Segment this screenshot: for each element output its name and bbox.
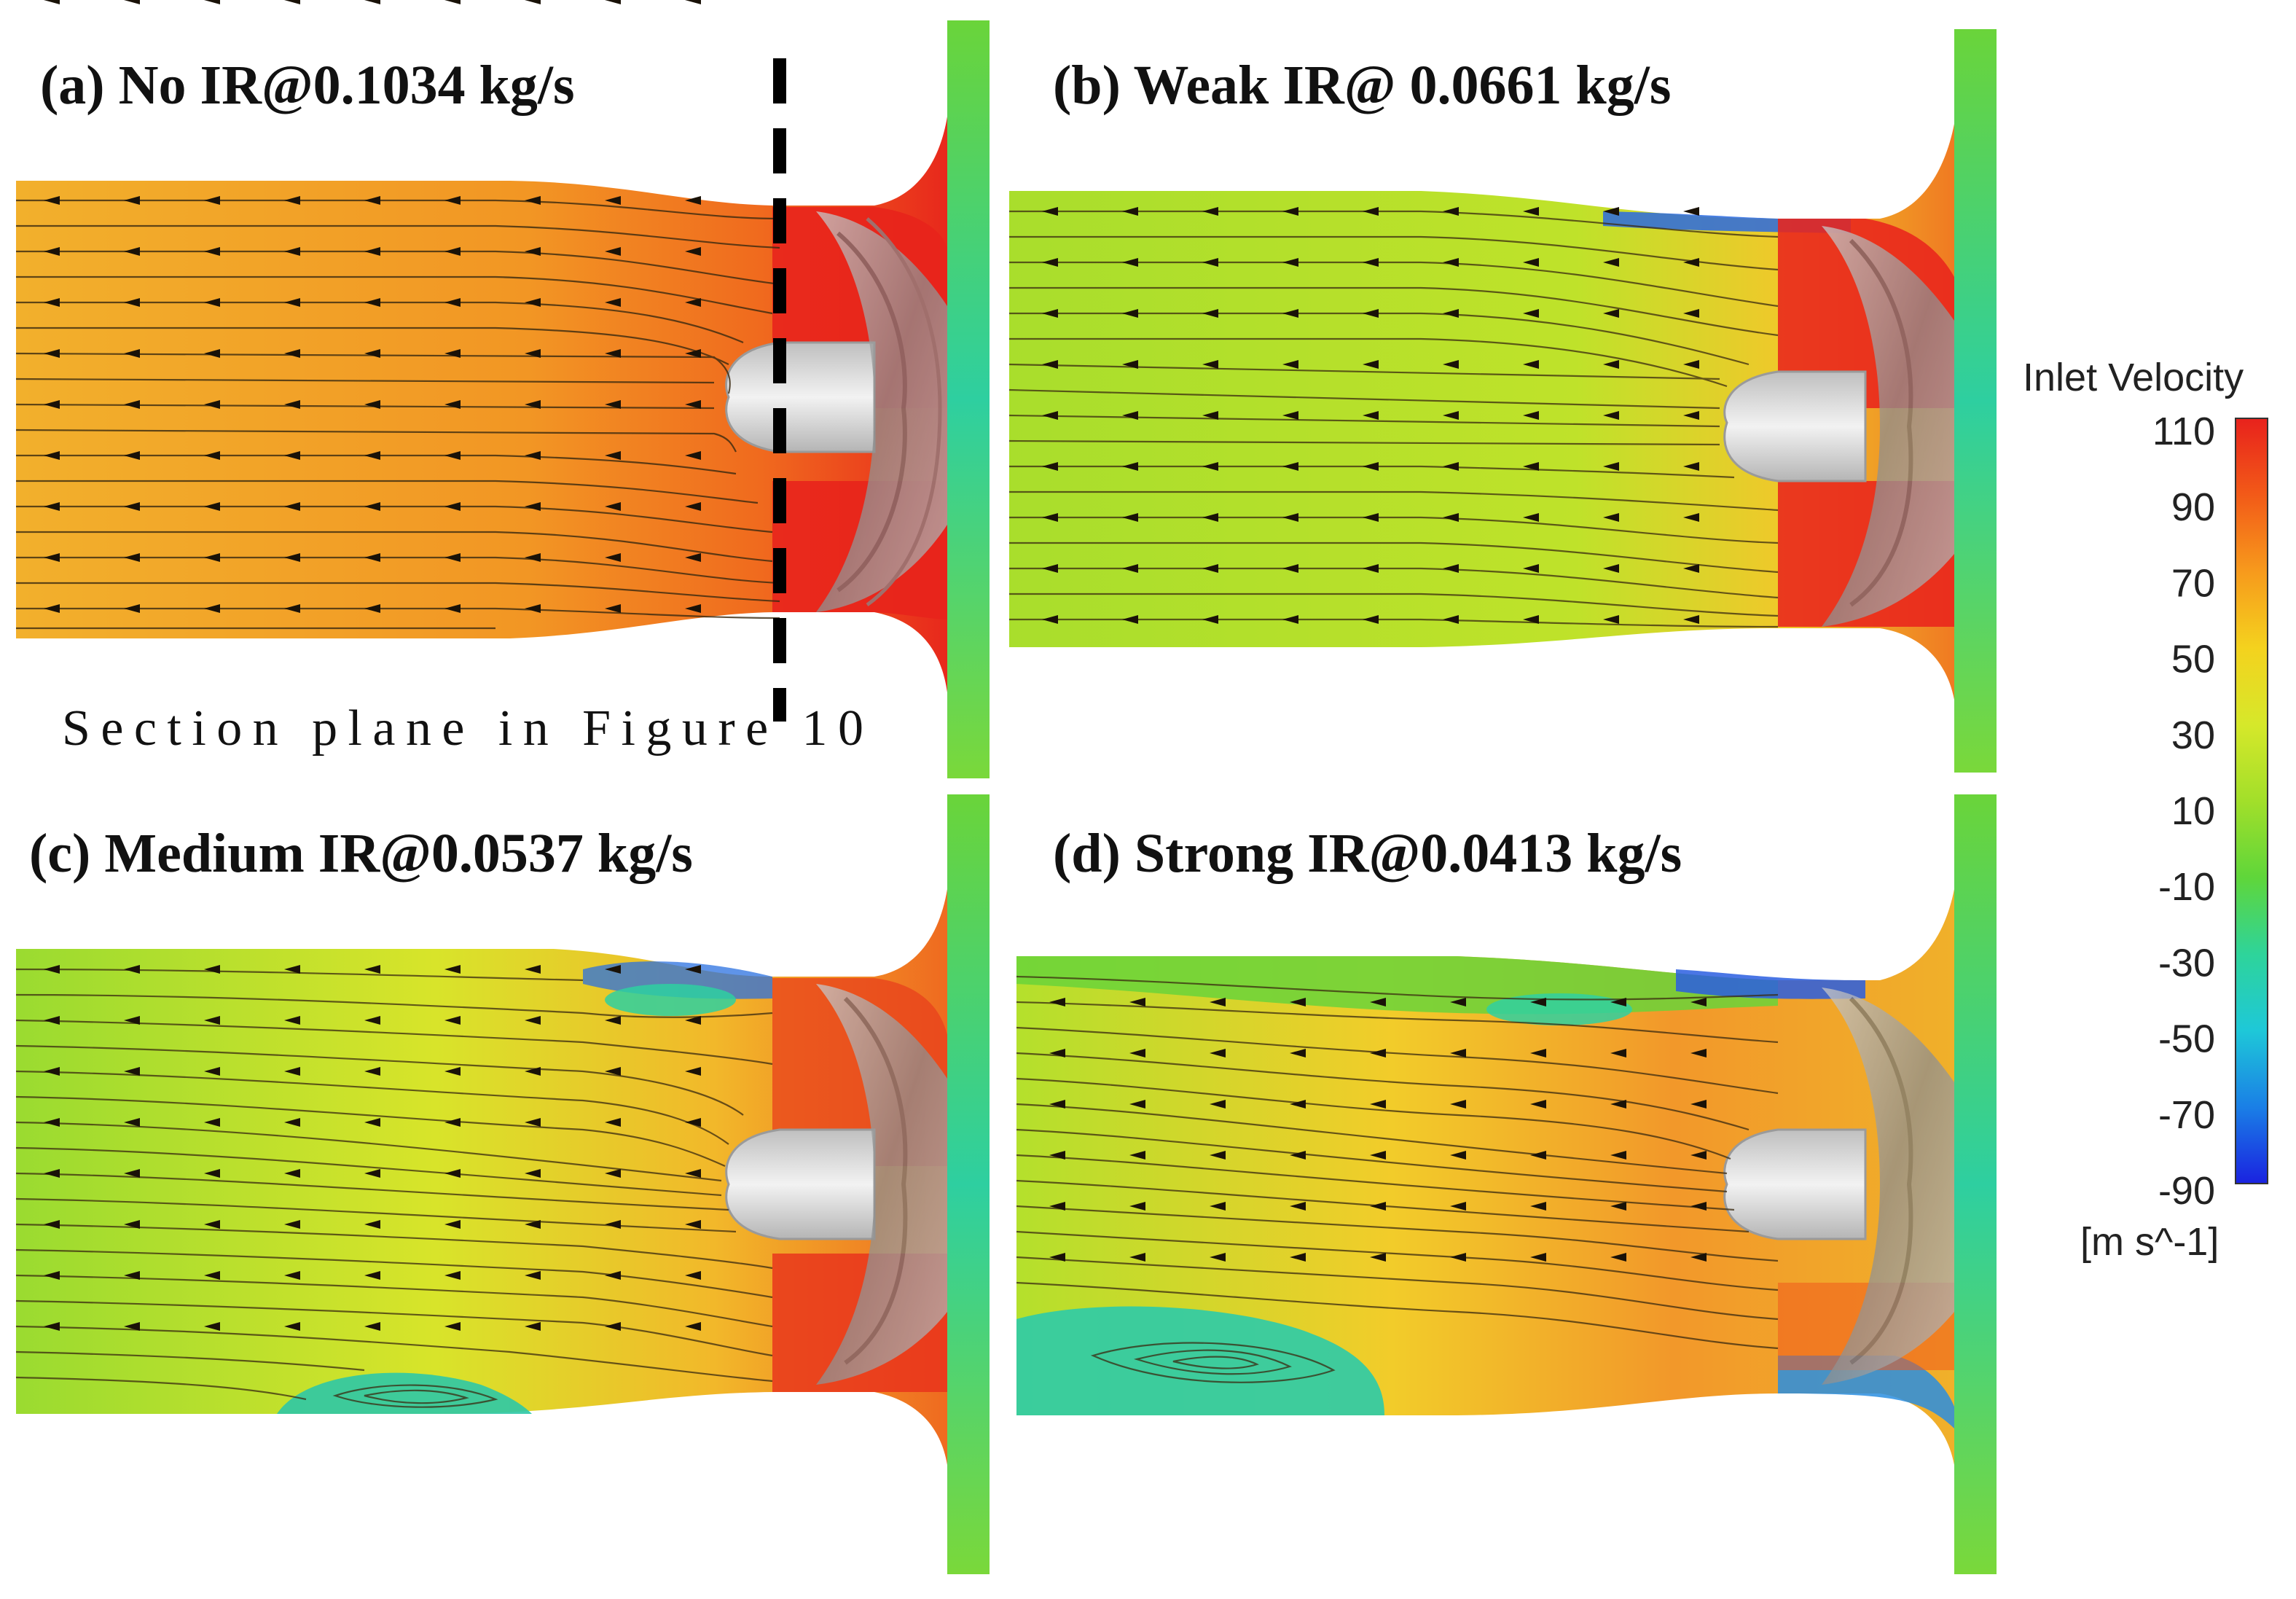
colorbar-tick-label: -90 [2158, 1169, 2215, 1213]
colorbar-tick-label: 90 [2171, 485, 2215, 529]
colorbar-title: Inlet Velocity [2023, 356, 2244, 399]
panel-c [15, 794, 990, 1574]
colorbar-tick-label: -10 [2158, 865, 2215, 909]
hub-d [1723, 1128, 1867, 1240]
streamlines-b [1008, 210, 1779, 628]
colorbar-tick-label: -50 [2158, 1017, 2215, 1061]
colorbar-tick-label: 70 [2171, 561, 2215, 605]
colorbar-tick-label: 110 [2152, 410, 2215, 453]
hub-c [725, 1128, 876, 1240]
colorbar-tick-label: -70 [2158, 1093, 2215, 1137]
panel-b [1008, 29, 1997, 773]
impeller-c [816, 984, 947, 1385]
colorbar-unit: [m s^-1] [2080, 1220, 2219, 1264]
colorbar: Inlet Velocity 110 90 70 50 30 10 -10 -30 -50 -70… [2023, 356, 2268, 1264]
colorbar-ticks: 110 90 70 50 30 10 -10 -30 -50 -70 -90 [2152, 410, 2215, 1213]
velocity-arrows-a [44, 0, 701, 4]
diffuser-channel-b [1954, 29, 1997, 773]
colorbar-gradient [2235, 418, 2268, 1184]
section-plane-label: Section plane in Figure 10 [62, 700, 863, 757]
colorbar-tick-label: 30 [2171, 714, 2215, 757]
diffuser-channel-d [1954, 794, 1997, 1574]
impeller-d [1822, 988, 1954, 1385]
inlet-duct-a [16, 117, 947, 692]
diffuser-channel-c [947, 794, 990, 1574]
panel-b-title: (b) Weak IR@ 0.0661 kg/s [1053, 55, 1671, 116]
colorbar-tick-label: 50 [2171, 638, 2215, 681]
recirculation-vortex-top-c [605, 984, 736, 1016]
panel-a-title: (a) No IR@0.1034 kg/s [40, 55, 575, 116]
impeller-a [816, 211, 947, 612]
panel-d [1016, 794, 1997, 1574]
low-velocity-band-bottom-d [1778, 1356, 1954, 1428]
hub-a [725, 341, 876, 453]
streamlines-d [1016, 975, 1779, 1383]
panel-d-title: (d) Strong IR@0.0413 kg/s [1053, 823, 1682, 884]
diffuser-channel-a [947, 20, 990, 778]
impeller-b [1822, 226, 1954, 627]
low-velocity-band-top-d [1676, 969, 1865, 999]
hub-b [1723, 370, 1867, 482]
colorbar-tick-label: 10 [2171, 789, 2215, 833]
panel-a [15, 0, 990, 778]
streamlines-c [15, 968, 773, 1408]
inlet-duct-b [1009, 124, 1954, 700]
recirculation-vortex-top-d [1486, 993, 1632, 1025]
colorbar-tick-label: -30 [2158, 941, 2215, 985]
panel-c-title: (c) Medium IR@0.0537 kg/s [29, 823, 693, 884]
inlet-duct-c [16, 889, 947, 1465]
recirculation-bottom-d [1016, 1306, 1384, 1415]
